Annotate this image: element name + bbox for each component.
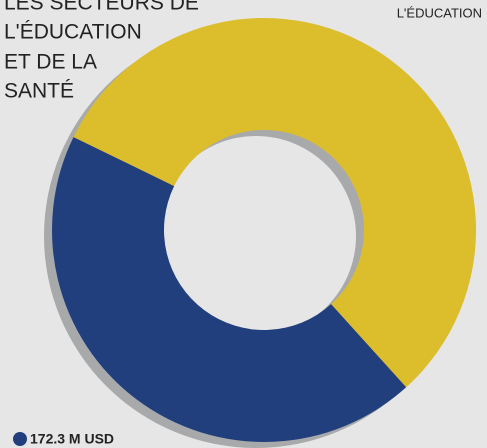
value-label: 172.3 M USD	[30, 431, 114, 447]
title-line: SANTÉ	[4, 80, 74, 103]
legend-dot	[13, 432, 27, 446]
category-label: L'ÉDUCATION	[397, 5, 482, 20]
title-line: LES SECTEURS DE	[4, 0, 199, 15]
donut-slice	[51, 137, 407, 443]
title-line: L'ÉDUCATION	[4, 21, 142, 44]
slices	[51, 18, 476, 443]
title-line: ET DE LA	[4, 51, 97, 74]
donut-slice	[73, 18, 476, 388]
